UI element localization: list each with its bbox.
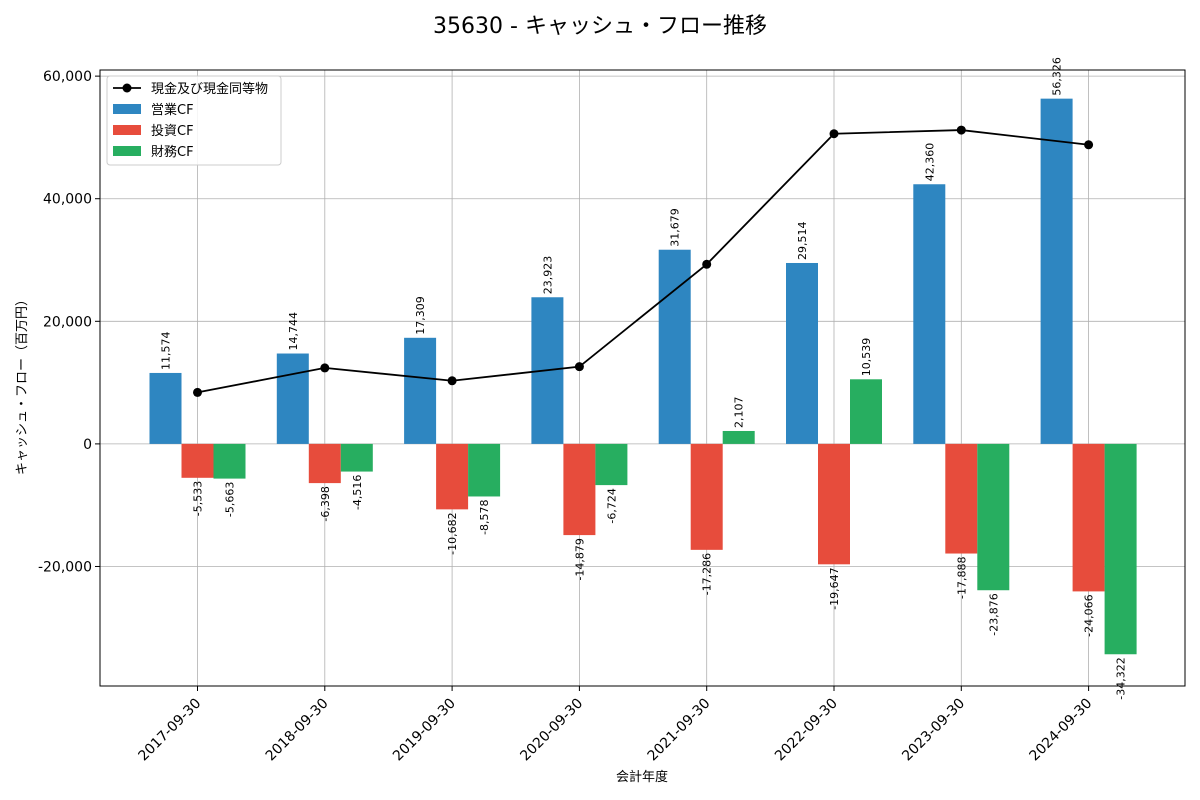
bar-財務CF [468, 443, 501, 497]
bar-value-label: -24,066 [1083, 594, 1096, 636]
bar-value-label: 11,574 [160, 331, 173, 370]
x-tick-label: 2020-09-30 [517, 696, 586, 765]
bar-value-label: -23,876 [987, 593, 1000, 635]
bar-value-label: 17,309 [414, 296, 427, 335]
legend-swatch-bar [113, 125, 141, 135]
bar-value-label: -14,879 [573, 538, 586, 580]
cash-equivalents-point [574, 362, 584, 372]
bar-value-label: 10,539 [860, 338, 873, 377]
legend-swatch-bar [113, 104, 141, 114]
bar-value-label: 14,744 [287, 312, 300, 351]
x-axis-label: 会計年度 [616, 769, 668, 785]
cash-equivalents-point [447, 376, 457, 386]
legend-frame [106, 75, 282, 166]
bar-営業CF [786, 262, 818, 444]
y-axis-label: キャッシュ・フロー（百万円） [15, 293, 30, 475]
bar-営業CF [404, 337, 437, 444]
x-tick-label: 2017-09-30 [135, 696, 204, 765]
bar-value-label: -34,322 [1115, 657, 1128, 699]
x-tick-label: 2019-09-30 [390, 696, 459, 765]
bar-営業CF [276, 353, 309, 444]
bar-value-label: 56,326 [1051, 57, 1064, 96]
bar-投資CF [945, 443, 978, 554]
legend-swatch-bar [113, 146, 141, 156]
cash-equivalents-point [193, 387, 202, 397]
cash-equivalents-line [197, 129, 1089, 394]
bar-投資CF [1072, 443, 1105, 592]
bar-財務CF [1104, 443, 1137, 655]
bar-value-label: -5,663 [224, 482, 237, 517]
bar-value-label: -4,516 [351, 475, 364, 510]
cash-equivalents-point [320, 363, 330, 373]
bar-財務CF [595, 443, 628, 486]
bar-営業CF [1040, 98, 1073, 444]
bar-value-label: 23,923 [541, 256, 554, 295]
bar-value-label: -10,682 [446, 512, 459, 554]
x-tick-label: 2021-09-30 [645, 696, 714, 765]
x-tick-label: 2018-09-30 [263, 696, 332, 765]
bar-value-label: -5,533 [192, 481, 205, 516]
x-tick-label: 2024-09-30 [1027, 696, 1096, 765]
bar-財務CF [722, 430, 755, 444]
bar-財務CF [340, 443, 373, 472]
bar-value-label: -17,888 [955, 557, 968, 599]
legend-swatch-marker [122, 83, 132, 93]
bar-財務CF [213, 443, 246, 479]
x-tick-label: 2023-09-30 [899, 696, 968, 765]
bar-営業CF [913, 184, 946, 444]
bar-投資CF [308, 443, 341, 484]
bar-value-label: -6,398 [319, 486, 332, 521]
legend-label: 財務CF [151, 145, 194, 160]
bar-投資CF [563, 443, 596, 536]
legend-label: 投資CF [151, 123, 194, 139]
y-tick-label: 60,000 [43, 69, 92, 85]
bar-投資CF [436, 443, 469, 510]
bar-value-label: 29,514 [796, 221, 809, 260]
legend-label: 現金及び現金同等物 [151, 81, 268, 97]
bar-財務CF [850, 379, 882, 444]
bar-投資CF [690, 443, 723, 550]
legend-label: 営業CF [151, 102, 194, 118]
bar-value-label: -8,578 [478, 499, 491, 534]
bar-value-label: -6,724 [605, 488, 618, 523]
labels-layer: 11,574 14,744 17,309 23,923 31,679 29,514 42,3… [160, 57, 1128, 700]
x-tick-label: 2022-09-30 [772, 696, 841, 765]
bars-layer [149, 98, 1137, 655]
bar-投資CF [181, 443, 214, 478]
cash-equivalents-point [1084, 140, 1094, 150]
cash-equivalents-point [702, 259, 712, 269]
y-tick-label: 40,000 [43, 192, 92, 208]
bar-財務CF [977, 443, 1010, 591]
bar-value-label: 42,360 [923, 143, 936, 182]
y-tick-label: 0 [83, 437, 92, 453]
plot-frame [99, 69, 1186, 687]
bar-営業CF [149, 372, 182, 444]
y-tick-label: 20,000 [43, 314, 92, 330]
bar-value-label: 2,107 [733, 396, 746, 428]
bar-営業CF [658, 249, 691, 444]
bar-value-label: 31,679 [669, 208, 682, 247]
chart-title: 35630 - キャッシュ・フロー推移 [433, 14, 767, 39]
bar-投資CF [818, 443, 850, 565]
cash-equivalents-point [829, 129, 839, 139]
cash-equivalents-point [956, 125, 966, 135]
bar-value-label: -19,647 [828, 567, 841, 609]
y-tick-label: -20,000 [38, 559, 92, 575]
bar-value-label: -17,286 [701, 553, 714, 595]
line-layer [193, 125, 1094, 397]
